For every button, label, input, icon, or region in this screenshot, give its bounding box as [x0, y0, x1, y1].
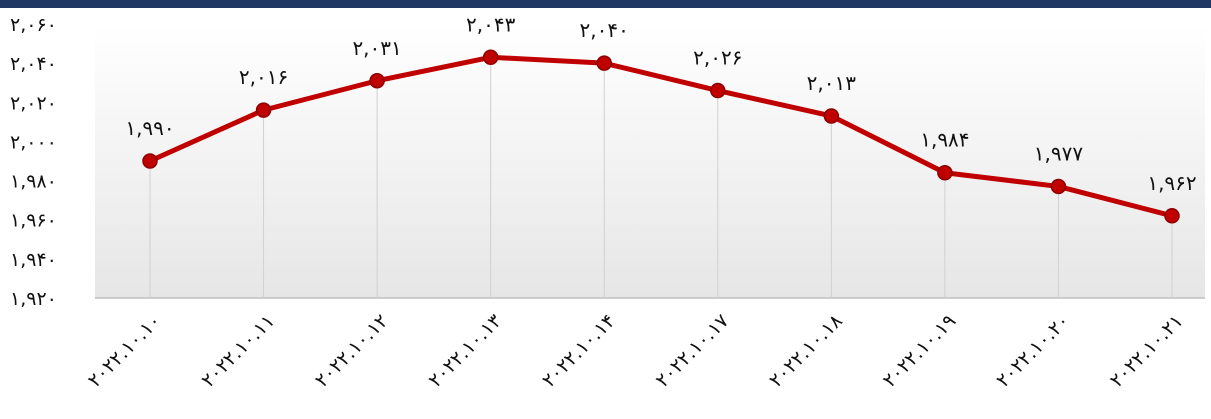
value-label: ۱,۹۹۰	[125, 116, 174, 140]
y-tick-label: ۲,۰۶۰	[10, 14, 57, 36]
marker	[823, 108, 840, 124]
line	[148, 54, 1173, 219]
x-tick-label: ۲۰۲۲.۱۰.۲۱	[1106, 310, 1188, 392]
value-label: ۲,۰۱۶	[239, 65, 288, 89]
x-tick-label: ۲۰۲۲.۱۰.۱۰	[84, 310, 166, 392]
value-label: ۱,۹۷۷	[1034, 141, 1084, 165]
x-tick-label: ۲۰۲۲.۱۰.۲۰	[992, 310, 1074, 392]
top-bar	[0, 0, 1211, 8]
y-tick-label: ۱,۹۶۰	[10, 210, 57, 232]
marker	[596, 55, 612, 71]
y-tick-label: ۲,۰۲۰	[10, 92, 57, 114]
x-tick-label: ۲۰۲۲.۱۰.۱۹	[879, 310, 961, 392]
x-tick-label: ۲۰۲۲.۱۰.۱۸	[765, 310, 847, 392]
y-tick-label: ۲,۰۰۰	[10, 131, 57, 153]
marker	[1164, 208, 1180, 224]
x-tick-label: ۲۰۲۲.۱۰.۱۷	[651, 310, 733, 392]
value-label: ۲,۰۴۰	[580, 18, 629, 42]
x-tick-label: ۲۰۲۲.۱۰.۱۲	[311, 310, 393, 392]
y-tick-label: ۱,۹۸۰	[10, 171, 57, 193]
value-label: ۲,۰۲۶	[693, 46, 742, 70]
plot-background	[95, 24, 1205, 298]
y-tick-label: ۱,۹۲۰	[10, 288, 57, 310]
x-tick-label: ۲۰۲۲.۱۰.۱۳	[424, 310, 506, 392]
x-tick-label: ۲۰۲۲.۱۰.۱۴	[538, 310, 620, 392]
value-label: ۲,۰۱۳	[807, 71, 857, 95]
x-tick-label: ۲۰۲۲.۱۰.۱۱	[197, 310, 279, 392]
value-label: ۲,۰۳۱	[352, 36, 401, 60]
marker	[482, 49, 499, 66]
value-label: ۲,۰۴۳	[466, 12, 516, 36]
y-tick-label: ۱,۹۴۰	[10, 249, 57, 271]
marker	[710, 82, 726, 99]
value-label: ۱,۹۶۲	[1147, 171, 1196, 195]
marker	[1050, 178, 1067, 195]
marker	[369, 73, 385, 89]
marker	[142, 153, 158, 169]
marker	[255, 102, 272, 118]
value-label: ۱,۹۸۴	[920, 128, 969, 152]
y-tick-label: ۲,۰۴۰	[10, 53, 57, 75]
marker	[937, 164, 953, 181]
